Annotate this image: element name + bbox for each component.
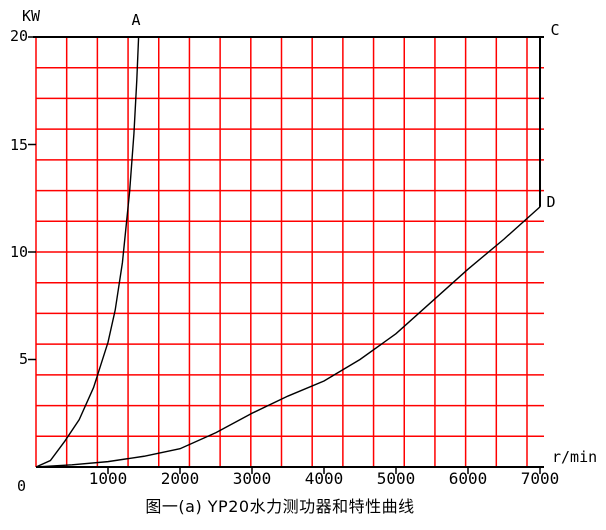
x-unit-label: r/min: [552, 448, 598, 466]
x-tick-label-5000: 5000: [376, 469, 416, 488]
x-tick-label-3000: 3000: [232, 469, 272, 488]
x-tick-label-1000: 1000: [88, 469, 128, 488]
x-tick-label-2000: 2000: [160, 469, 200, 488]
point-d-label: D: [546, 193, 556, 211]
curve-A: [35, 36, 140, 468]
y-tick-label-20: 20: [9, 27, 28, 45]
curve-D: [35, 206, 541, 468]
y-tick-label-5: 5: [18, 350, 28, 368]
origin-label: 0: [17, 477, 27, 495]
y-unit-label: KW: [22, 7, 41, 25]
x-tick-label-6000: 6000: [448, 469, 488, 488]
x-tick-label-7000: 7000: [520, 469, 560, 488]
red-grid: [35, 37, 544, 467]
axis-ticks: [28, 36, 541, 474]
x-tick-label-4000: 4000: [304, 469, 344, 488]
y-tick-label-15: 15: [9, 136, 28, 154]
curve-a-label: A: [131, 11, 141, 29]
point-c-label: C: [550, 21, 560, 39]
y-tick-label-10: 10: [9, 243, 28, 261]
figure-caption: 图一(a) YP20水力测功器和特性曲线: [145, 497, 415, 516]
chart-frame: [33, 36, 544, 468]
